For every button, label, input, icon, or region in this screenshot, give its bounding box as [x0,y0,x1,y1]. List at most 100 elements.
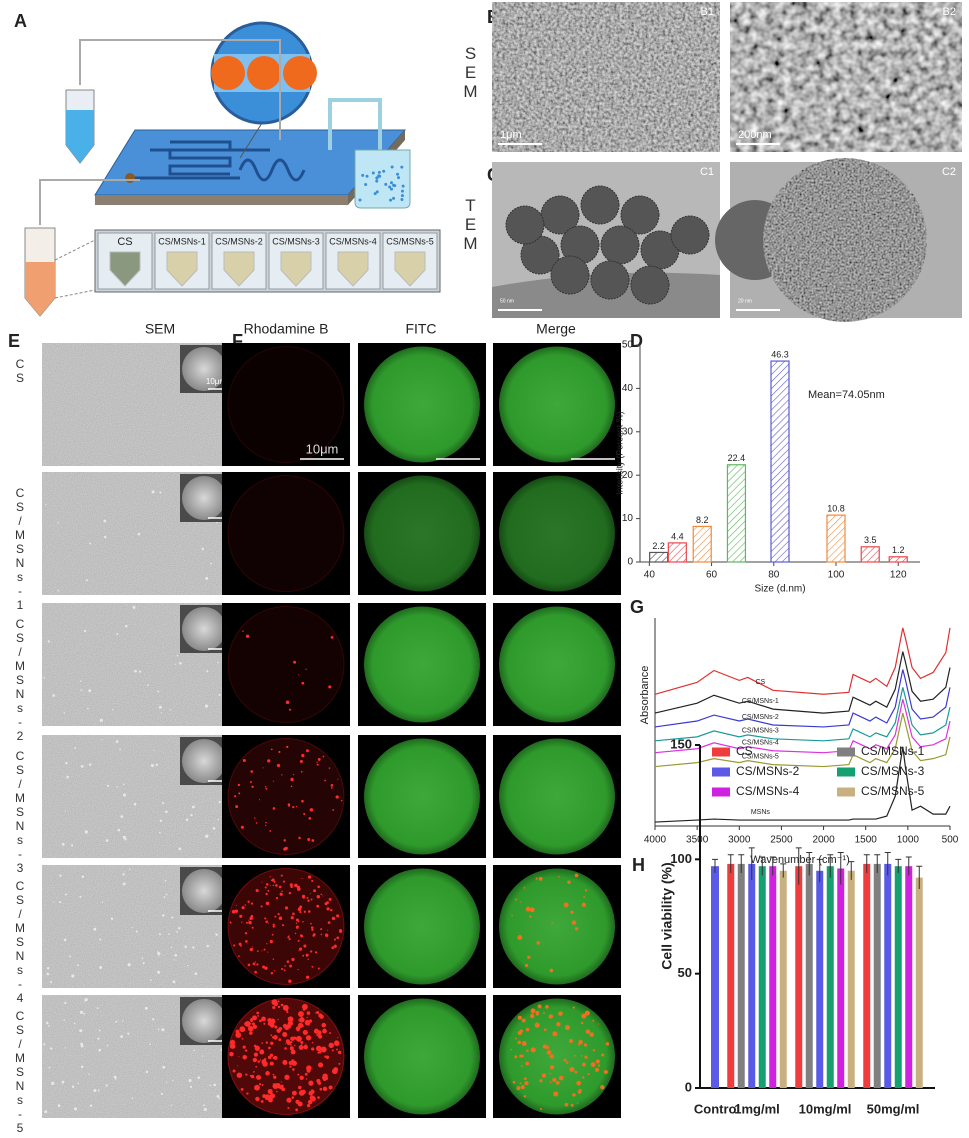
rhodamine-spot [325,1055,330,1059]
merge-spot [525,906,531,912]
rhodamine-spot [267,1088,273,1095]
surface-particle [114,1077,117,1080]
surface-particle [131,926,133,929]
legend-swatch [712,787,730,797]
rhodamine-spot [299,759,303,764]
rhodamine-spot [249,1031,253,1035]
surface-particle [69,955,71,958]
surface-particle [165,893,168,896]
surface-particle [77,1082,80,1084]
surface-particle [123,783,125,786]
panel-label: H [632,855,645,875]
particle [375,179,379,183]
rhodamine-spot [284,906,289,910]
rhodamine-spot [255,888,259,893]
bar [692,525,712,563]
x-axis-label: Size (d.nm) [754,584,805,595]
merge-spot [529,915,532,918]
rhodamine-spot [337,778,339,780]
particle [365,174,369,178]
surface-particle [93,927,97,931]
rhodamine-spot [306,1016,308,1019]
image-tag: C1 [700,166,714,178]
rhodamine-spot [275,884,278,887]
particle [505,205,545,245]
merge-spot [563,902,569,908]
x-tick-label: 500 [942,835,959,846]
surface-particle [88,689,92,693]
bar [649,551,669,563]
particle [620,195,660,235]
merge-spot [597,1023,600,1025]
rhodamine-spot [282,1004,289,1011]
rhodamine-spot [237,1065,239,1067]
rhodamine-spot [337,1037,339,1039]
rhodamine-spot [274,915,277,918]
bar [826,514,846,563]
rhodamine-spot [303,812,306,816]
rhodamine-spot [285,1009,288,1012]
value-label: 46.3 [771,349,789,359]
rhodamine-spot [284,1047,287,1050]
rhodamine-spot [307,958,309,960]
surface-particle [171,916,174,919]
merge-spot [530,1008,536,1014]
surface-particle [115,740,119,743]
merge-spot [553,1091,559,1097]
rhodamine-spot [269,1093,276,1099]
rhodamine-spot [284,1043,286,1045]
scale-label: 50 nm [500,298,514,304]
rhodamine-spot [278,1038,282,1042]
rhodamine-spot [261,950,263,952]
surface-particle [193,1049,195,1052]
surface-particle [46,1021,49,1025]
rhodamine-spot [294,932,297,935]
rhodamine-spot [265,883,269,886]
image-tag: B1 [701,6,714,18]
rhodamine-spot [246,1092,249,1095]
surface-particle [101,738,103,741]
sample-tube [280,251,312,287]
rhodamine-spot [265,821,267,824]
rhodamine-spot [287,1107,290,1110]
merge-spot [574,927,579,931]
rhodamine-spot [309,808,314,812]
tube-label: CS/MSNs-3 [272,236,320,246]
rhodamine-spot [328,685,332,689]
rhodamine-spot [264,786,267,788]
merge-spot [527,955,531,959]
rhodamine-spot [316,761,318,763]
rhodamine-spot [331,1068,338,1075]
surface-particle [173,959,175,961]
rhodamine-spot [331,916,336,921]
rhodamine-spot [286,745,289,749]
rhodamine-spot [330,636,334,639]
rhodamine-spot [231,909,236,914]
particle [397,176,401,180]
surface-particle [144,1006,148,1010]
rhodamine-spot [238,942,242,946]
surface-particle [155,763,159,767]
rhodamine-spot [252,1015,257,1021]
rhodamine-spot [273,881,276,883]
spectrum [654,712,951,768]
micrograph: C2 20 nm [715,158,962,322]
merge-spot [564,1024,570,1031]
merge-spot [549,1072,552,1075]
fitc-disk [364,738,480,855]
merge-spot [514,1037,517,1040]
rhodamine-spot [277,1000,280,1003]
rhodamine-spot [242,1045,246,1049]
rhodamine-spot [289,1046,294,1051]
rhodamine-spot [297,939,300,942]
merge-spot [603,1069,608,1074]
rhodamine-spot [271,878,275,882]
row-label: CS/MSNs-5 [13,1009,27,1135]
merge-spot [536,941,540,945]
x-tick-label: 40 [644,570,656,581]
surface-particle [137,532,141,536]
rhodamine-spot [267,951,269,953]
rhodamine-spot [324,1077,329,1081]
surface-particle [145,1070,149,1074]
surface-particle [52,694,55,697]
